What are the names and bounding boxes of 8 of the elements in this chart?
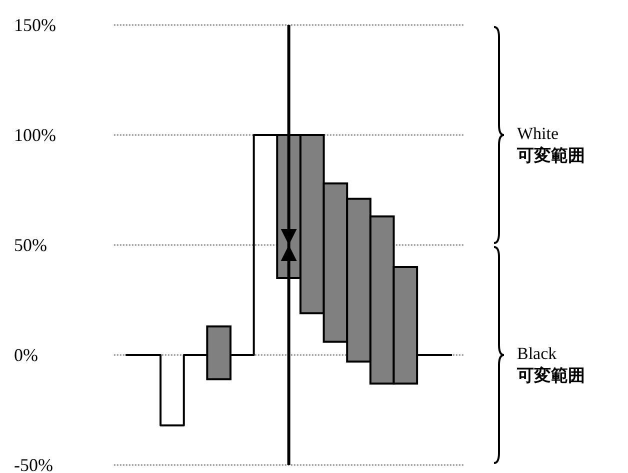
y-tick-label: -50%: [14, 455, 53, 473]
text: Black 可変範囲: [516, 344, 585, 386]
y-tick-label: 150%: [14, 15, 56, 35]
y-tick-label: 100%: [14, 125, 56, 145]
text: White 可変範囲: [516, 124, 585, 166]
bar: [206, 325, 232, 380]
y-tick-label: 50%: [14, 235, 47, 255]
y-tick-label: 0%: [14, 345, 38, 365]
